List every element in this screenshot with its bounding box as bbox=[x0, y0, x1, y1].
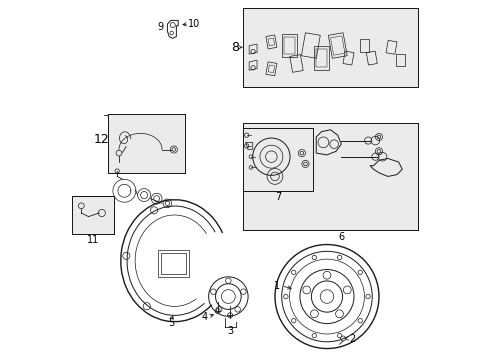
Text: 11: 11 bbox=[87, 235, 99, 245]
Bar bbox=[265, 35, 276, 49]
Bar bbox=[243, 128, 313, 191]
Bar bbox=[267, 38, 274, 46]
Text: 7: 7 bbox=[275, 192, 281, 202]
Bar bbox=[242, 8, 418, 87]
Bar bbox=[301, 33, 320, 58]
Text: 5: 5 bbox=[167, 319, 174, 328]
Text: 12: 12 bbox=[94, 133, 109, 146]
Bar bbox=[243, 128, 313, 191]
Bar bbox=[327, 33, 346, 58]
Bar bbox=[283, 37, 294, 54]
Text: 8: 8 bbox=[231, 41, 239, 54]
Bar bbox=[108, 114, 185, 173]
Bar bbox=[158, 250, 188, 277]
Text: 4: 4 bbox=[202, 312, 208, 322]
Bar bbox=[313, 46, 328, 70]
Bar bbox=[289, 55, 303, 72]
Text: 1: 1 bbox=[273, 281, 279, 291]
Text: 3: 3 bbox=[226, 325, 233, 336]
Bar bbox=[242, 123, 418, 230]
Bar bbox=[330, 36, 344, 55]
Bar bbox=[72, 196, 113, 234]
Bar bbox=[242, 123, 418, 230]
Bar bbox=[267, 65, 274, 73]
Bar bbox=[72, 196, 113, 234]
Text: 6: 6 bbox=[338, 232, 344, 242]
Text: 10: 10 bbox=[188, 19, 200, 29]
Bar bbox=[242, 8, 418, 87]
Bar bbox=[395, 54, 404, 66]
Text: 2: 2 bbox=[348, 333, 354, 343]
Bar bbox=[265, 62, 276, 76]
Bar bbox=[342, 51, 353, 65]
Bar bbox=[366, 51, 377, 65]
Bar bbox=[108, 114, 185, 173]
Bar bbox=[385, 40, 396, 54]
Bar bbox=[360, 39, 368, 52]
Bar bbox=[281, 34, 296, 57]
Text: 9: 9 bbox=[157, 22, 163, 32]
Bar bbox=[315, 49, 326, 67]
Bar bbox=[161, 253, 185, 274]
